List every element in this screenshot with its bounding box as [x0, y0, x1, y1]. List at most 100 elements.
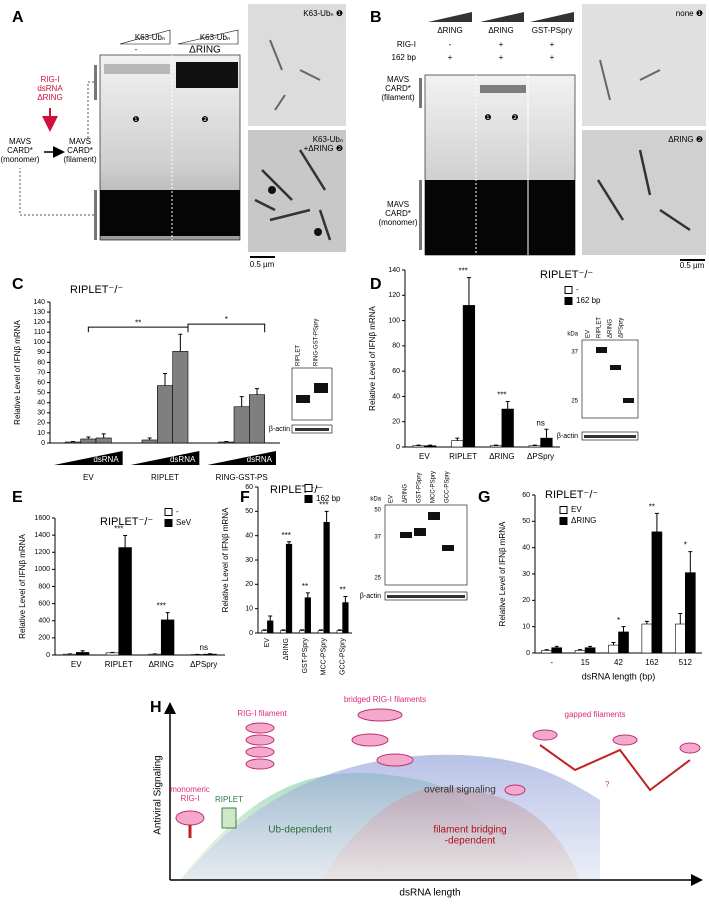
error-bar — [645, 621, 649, 624]
label: K63-Ubₙ — [135, 33, 165, 42]
label: K63-Ubₙ ❶ — [303, 9, 343, 18]
error-bar — [268, 616, 272, 621]
ramp-label: dsRNA — [247, 455, 273, 464]
label: RIG-I — [397, 40, 416, 49]
error-bar — [240, 397, 244, 407]
x-tick-label: MCC-PSpry — [321, 638, 328, 676]
label: ΔRING ❷ — [668, 135, 703, 144]
legend-swatch — [560, 507, 567, 514]
label: -dependent — [445, 836, 496, 847]
x-tick-label: RIPLET — [105, 660, 133, 669]
legend-swatch — [165, 520, 172, 527]
y-tick-label: 60 — [37, 379, 45, 386]
y-tick-label: 10 — [245, 606, 253, 613]
label: K63-Ubₙ — [313, 135, 343, 144]
significance: ** — [649, 503, 655, 512]
y-tick-label: 50 — [522, 518, 530, 525]
panel-letter: G — [478, 489, 490, 506]
y-tick-label: 130 — [33, 309, 45, 316]
blot-marker: 37 — [571, 350, 578, 356]
y-tick-label: 20 — [522, 597, 530, 604]
legend-label: ΔRING — [571, 516, 596, 525]
label: bridged RIG-I filaments — [344, 695, 426, 704]
y-axis-label: Relative Level of IFNβ mRNA — [221, 507, 230, 612]
x-tick-label: 42 — [614, 658, 623, 667]
bar — [262, 631, 268, 633]
bracket — [188, 324, 265, 332]
label: (monomer) — [378, 218, 417, 227]
y-axis-label: Relative Level of IFNβ mRNA — [368, 306, 377, 411]
blot-lane: EV — [389, 495, 395, 503]
label: CARD* — [67, 146, 93, 155]
blot-lane: GST-PSpry — [417, 473, 423, 503]
legend-label: EV — [571, 505, 582, 514]
bar — [81, 439, 96, 443]
bar — [318, 631, 324, 633]
x-tick-label: - — [550, 658, 553, 667]
y-tick-label: 80 — [37, 359, 45, 366]
bar — [305, 598, 311, 633]
label: dsRNA — [37, 84, 63, 93]
significance: ns — [200, 643, 208, 652]
label: ΔRING — [189, 45, 221, 56]
error-bar — [166, 613, 170, 620]
error-bar — [86, 437, 90, 439]
label: ❶ — [132, 115, 139, 124]
label: RIG-I filament — [237, 709, 287, 718]
error-bar — [102, 434, 106, 438]
bar — [286, 544, 292, 633]
x-tick-label: EV — [264, 638, 271, 648]
y-tick-label: 10 — [522, 624, 530, 631]
significance: *** — [157, 602, 166, 611]
panel-letter: F — [240, 489, 250, 506]
x-tick-label: GCC-PSpry — [339, 638, 346, 675]
label: (filament) — [63, 155, 97, 164]
error-bar — [467, 278, 471, 306]
y-axis-label: Relative Level of IFNβ mRNA — [13, 320, 22, 425]
bar — [343, 603, 349, 633]
y-tick-label: 140 — [388, 267, 400, 274]
legend-label: - — [316, 483, 319, 492]
blot-marker: 25 — [374, 576, 381, 582]
bar — [619, 632, 629, 653]
y-tick-label: 0 — [46, 652, 50, 659]
error-bar — [506, 401, 510, 409]
label: none ❶ — [676, 9, 703, 18]
label: ❷ — [511, 113, 518, 122]
x-axis-label: dsRNA length (bp) — [582, 671, 656, 681]
error-bar — [655, 513, 659, 531]
y-tick-label: 800 — [38, 583, 50, 590]
y-tick-label: 120 — [388, 292, 400, 299]
chart-title: RIPLET⁻/⁻ — [70, 284, 123, 296]
x-tick-label: 512 — [679, 658, 693, 667]
label: ΔRING — [437, 26, 462, 35]
y-tick-label: 20 — [392, 419, 400, 426]
significance: ** — [302, 582, 308, 591]
bar — [337, 631, 343, 633]
bar — [142, 440, 157, 443]
y-tick-label: 50 — [37, 389, 45, 396]
bar — [585, 648, 595, 653]
bar — [541, 438, 553, 447]
blot-lane: GCC-PSpry — [445, 471, 451, 503]
label: kDa — [370, 497, 381, 503]
x-tick-label: ΔRING — [489, 452, 514, 461]
panel-letter: H — [150, 699, 162, 716]
significance: ** — [339, 586, 345, 595]
panel-letter: A — [12, 9, 24, 26]
label: CARD* — [7, 146, 33, 155]
y-tick-label: 110 — [34, 329, 45, 336]
bar — [324, 522, 330, 633]
bar — [542, 650, 552, 653]
x-tick-label: RIPLET — [449, 452, 477, 461]
bar — [552, 648, 562, 653]
blot-lane: EV — [586, 330, 592, 338]
label: Ub-dependent — [268, 825, 332, 836]
bar — [96, 438, 111, 443]
x-tick-label: GST-PSpry — [302, 638, 309, 674]
y-tick-label: 400 — [38, 618, 50, 625]
label: + — [499, 53, 504, 62]
error-bar — [71, 441, 75, 442]
y-tick-label: 60 — [392, 368, 400, 375]
error-bar — [287, 542, 291, 544]
